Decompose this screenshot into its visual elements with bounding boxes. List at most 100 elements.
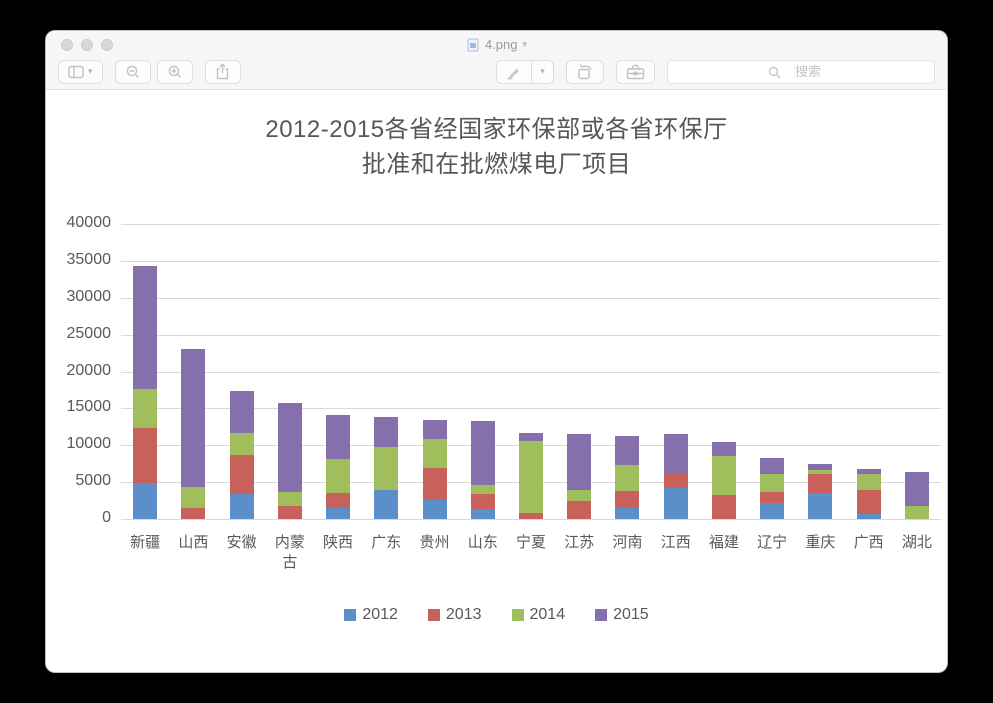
markup-pen-button[interactable] [496,59,532,84]
rotate-left-button[interactable] [566,59,604,84]
titlebar[interactable]: 4.png ▾ [46,31,947,58]
bar-安徽 [229,390,254,519]
gridline [121,334,941,336]
search-input[interactable] [668,60,934,83]
bar-segment-2015 [856,468,881,475]
bar-slot [555,224,603,519]
y-axis-tick-label: 25000 [66,324,112,342]
bar-segment-2014 [856,474,881,490]
bar-福建 [711,441,736,519]
legend-swatch [344,609,357,621]
gridline [121,408,941,410]
title-chevron-icon[interactable]: ▾ [522,39,528,49]
x-axis-label: 河南 [612,535,643,551]
bar-陕西 [326,415,351,519]
bar-slot [603,224,651,519]
share-button[interactable] [204,59,241,84]
y-axis-tick-label: 30000 [66,287,112,305]
bar-segment-2013 [663,474,688,489]
bar-segment-2014 [518,440,543,514]
bar-segment-2015 [374,417,399,447]
bar-segment-2013 [326,493,351,508]
bar-segment-2013 [856,489,881,514]
bar-slot [796,224,844,519]
x-axis-label: 安徽 [226,535,257,551]
bar-segment-2012 [856,513,881,519]
bar-江苏 [567,434,592,519]
bar-slot [748,224,796,519]
bar-segment-2013 [277,505,302,519]
bar-segment-2013 [760,491,785,503]
gridline [121,260,941,262]
search-field [667,59,935,84]
bar-slot [362,224,410,519]
zoom-out-button[interactable] [114,59,151,84]
x-axis-label: 辽宁 [757,535,788,551]
bar-segment-2012 [374,490,399,519]
bar-内蒙古 [277,403,302,519]
y-axis-tick-label: 5000 [75,472,111,490]
preview-window: 4.png ▾ ▾ [45,30,948,673]
close-button[interactable] [61,39,73,51]
bar-segment-2014 [133,388,158,429]
gridline [121,297,941,299]
gridline [121,224,941,225]
bar-segment-2014 [326,459,351,494]
bar-segment-2014 [615,465,640,491]
bar-山东 [470,420,495,519]
bar-segment-2014 [374,446,399,491]
x-axis-label: 广西 [853,535,884,551]
x-axis-label: 陕西 [323,535,354,551]
bar-segment-2014 [904,506,929,519]
bar-贵州 [422,420,447,519]
legend-label: 2015 [613,606,649,623]
chevron-down-icon: ▾ [540,66,545,76]
bar-segment-2015 [711,441,736,457]
bar-segment-2013 [229,454,254,494]
bar-segment-2013 [711,494,736,519]
bar-segment-2013 [422,468,447,500]
zoom-in-button[interactable] [156,59,193,84]
minimize-button[interactable] [81,39,93,51]
legend-swatch [427,609,440,621]
markup-pen-chevron-button[interactable]: ▾ [532,59,554,84]
bar-segment-2014 [470,485,495,494]
legend-item-2014: 2014 [511,606,565,624]
x-axis-label: 湖北 [901,535,932,551]
file-icon [467,38,479,51]
legend-swatch [595,609,608,621]
bar-宁夏 [518,433,543,519]
bar-segment-2015 [760,457,785,475]
rotate-left-icon [578,64,592,80]
x-axis-label: 山东 [467,535,498,551]
bar-segment-2014 [567,490,592,502]
bar-segment-2012 [470,508,495,519]
bar-segment-2014 [711,456,736,495]
zoom-button[interactable] [101,39,113,51]
chart-legend: 2012 2013 2014 2015 [46,606,947,624]
bar-segment-2015 [663,434,688,475]
bar-segment-2015 [229,390,254,433]
bar-slot [314,224,362,519]
zoom-in-icon [168,65,181,78]
legend-label: 2013 [445,606,482,623]
sidebar-toggle-button[interactable]: ▾ [58,59,103,84]
bar-河南 [615,435,640,519]
y-axis-tick-label: 35000 [66,250,112,268]
bar-segment-2014 [422,438,447,469]
markup-toolbox-button[interactable] [616,59,655,84]
x-axis-label: 山西 [178,535,209,551]
bar-segment-2015 [518,433,543,441]
bar-slot [845,224,893,519]
x-axis-label: 江西 [660,535,691,551]
bar-segment-2013 [808,474,833,494]
bar-segment-2013 [567,501,592,519]
bar-segment-2013 [470,493,495,509]
chevron-down-icon: ▾ [88,66,93,76]
y-axis-tick-label: 15000 [66,398,112,416]
bar-slot [169,224,217,519]
plot-area: 0 5000 10000 15000 20000 25000 30000 35000 40000 [67,214,941,526]
bar-slot [700,224,748,519]
bar-segment-2012 [808,493,833,519]
legend-item-2015: 2015 [595,606,649,624]
